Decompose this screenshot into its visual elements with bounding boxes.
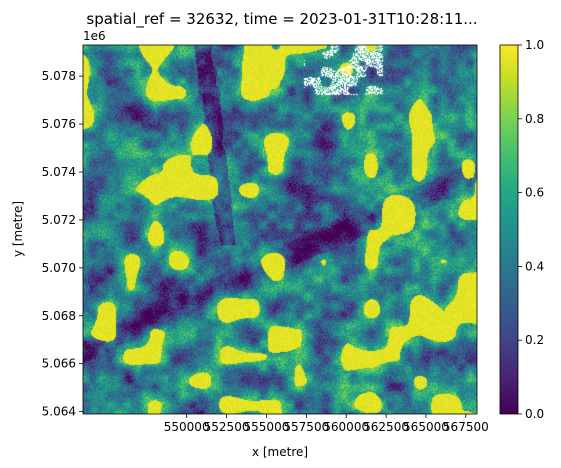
colorbar-tick-label: 0.8	[525, 112, 544, 126]
colorbar: 0.0 0.2 0.4 0.6 0.8 1.0	[499, 38, 544, 421]
x-axis-label: x [metre]	[252, 445, 308, 459]
x-tick-label: 555000	[244, 420, 290, 434]
x-tick-label: 552500	[204, 420, 250, 434]
x-tick-label: 560000	[323, 420, 369, 434]
y-tick-label: 5.070	[42, 261, 76, 275]
x-axis: 5500005525005550005575005600005625005650…	[164, 414, 489, 434]
colorbar-gradient	[499, 44, 519, 415]
plot-area	[82, 44, 478, 415]
x-tick-label: 567500	[443, 420, 489, 434]
y-axis-label: y [metre]	[11, 201, 25, 257]
raster-image	[83, 45, 477, 414]
y-tick-label: 5.066	[42, 357, 76, 371]
x-tick-label: 557500	[283, 420, 329, 434]
chart-title: spatial_ref = 32632, time = 2023-01-31T1…	[86, 10, 477, 29]
y-tick-label: 5.072	[42, 213, 76, 227]
y-tick-label: 5.076	[42, 117, 76, 131]
x-tick-label: 565000	[403, 420, 449, 434]
y-offset-label: 1e6	[83, 29, 106, 43]
colorbar-tick-label: 0.2	[525, 333, 544, 347]
y-axis: 5.064 5.066 5.068 5.070 5.072 5.074 5.076 5.078	[42, 69, 83, 419]
y-tick-label: 5.068	[42, 309, 76, 323]
axes-frame	[82, 44, 478, 415]
x-tick-label: 550000	[164, 420, 210, 434]
colorbar-tick-label: 1.0	[525, 38, 544, 52]
colorbar-tick-label: 0.6	[525, 186, 544, 200]
y-tick-label: 5.078	[42, 69, 76, 83]
colorbar-tick-label: 0.0	[525, 407, 544, 421]
x-tick-label: 562500	[363, 420, 409, 434]
colorbar-tick-label: 0.4	[525, 259, 544, 273]
y-tick-label: 5.074	[42, 165, 76, 179]
y-tick-label: 5.064	[42, 405, 76, 419]
